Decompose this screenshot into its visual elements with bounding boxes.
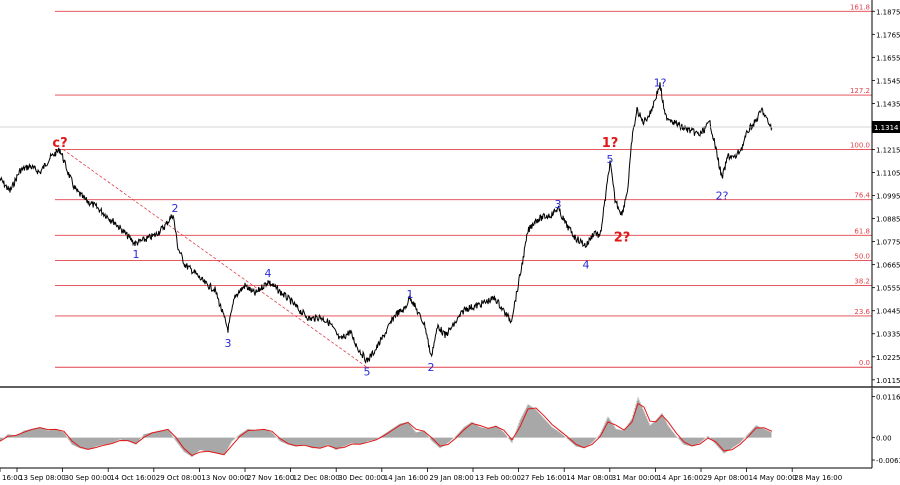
oscillator-tick-label: -0.00637 [876,457,900,465]
current-price-label: 1.1314 [874,124,899,132]
time-tick-label: 16:00 [2,474,22,482]
price-tick-label: 1.0885 [876,216,900,224]
wave-label: 3 [225,337,232,350]
time-tick-label: 29 Oct 08:00 [156,474,202,482]
wave-label: 1? [602,136,619,151]
wave-label: c? [52,136,67,151]
wave-label: 2? [614,230,631,245]
price-tick-label: 1.0995 [876,193,900,201]
price-axis: 1.1875 1.1765 1.1655 1.1545 1.1435 1.1215 1.11… [872,8,900,385]
wave-label: 5 [364,365,371,378]
wave-labels: c? 1 2 3 4 5 1 2 3 4 5 1? 2? 1? 2? [52,76,728,378]
time-tick-label: 14 Apr 16:00 [657,474,703,482]
fib-level-label: 38.2 [854,278,870,286]
price-tick-label: 1.1875 [876,8,900,16]
oscillator-panel [0,397,773,457]
price-tick-label: 1.1435 [876,100,900,108]
oscillator-tick-label: 0.00 [876,435,892,443]
fib-level-label: 161.8 [850,3,870,11]
time-tick-label: 13 Nov 00:00 [201,474,248,482]
time-tick-label: 27 Nov 16:00 [247,474,294,482]
fib-level-label: 0.0 [859,359,870,367]
trend-line [62,149,368,368]
price-tick-label: 1.1105 [876,170,900,178]
time-tick-label: 13 Feb 00:00 [475,474,521,482]
wave-label: 1 [133,248,140,261]
fib-level-label: 61.8 [854,227,870,235]
fib-level-label: 23.6 [854,308,870,316]
price-tick-label: 1.0665 [876,262,900,270]
time-tick-label: 14 May 00:00 [749,474,797,482]
price-tick-label: 1.1545 [876,77,900,85]
signal-line [0,402,773,456]
wave-label: 3 [555,198,562,211]
price-tick-label: 1.1215 [876,146,900,154]
fib-level-label: 127.2 [850,87,870,95]
fib-level-label: 100.0 [850,141,870,149]
time-tick-label: 14 Oct 16:00 [110,474,156,482]
fibonacci-levels: 161.8 127.2 100.0 76.4 61.8 50.0 38.2 23.6 0.0 [55,3,872,368]
time-tick-label: 14 Mar 08:00 [566,474,613,482]
price-tick-label: 1.0115 [876,377,900,385]
wave-label: 1 [407,288,414,301]
fib-level-label: 50.0 [854,252,870,260]
time-tick-label: 29 Apr 08:00 [703,474,749,482]
price-tick-label: 1.1765 [876,31,900,39]
time-tick-label: 27 Feb 16:00 [521,474,567,482]
price-series [0,82,773,365]
wave-label: 1? [654,76,667,89]
wave-label: 2 [172,202,179,215]
time-tick-label: 30 Dec 00:00 [338,474,385,482]
time-tick-label: 13 Sep 08:00 [19,474,66,482]
price-line [0,82,773,365]
time-tick-label: 28 May 16:00 [794,474,842,482]
price-tick-label: 1.0335 [876,331,900,339]
price-tick-label: 1.0775 [876,239,900,247]
time-tick-label: 29 Jan 08:00 [429,474,473,482]
price-tick-label: 1.0225 [876,354,900,362]
price-tick-label: 1.0445 [876,308,900,316]
price-tick-label: 1.0555 [876,285,900,293]
time-tick-label: 31 Mar 00:00 [612,474,659,482]
wave-label: 2 [428,361,435,374]
current-price-badge [872,121,900,133]
time-tick-label: 12 Dec 08:00 [293,474,340,482]
time-tick-label: 14 Jan 16:00 [384,474,428,482]
time-tick-label: 30 Sep 00:00 [65,474,112,482]
wave-label: 4 [265,267,272,280]
oscillator-tick-label: 0.01168 [876,394,900,402]
wave-label: 4 [583,259,590,272]
oscillator-axis: 0.01168 0.00 -0.00637 [872,394,900,465]
wave-label: 2? [716,190,729,203]
wave-label: 5 [607,153,614,166]
fib-level-label: 76.4 [854,192,870,200]
price-tick-label: 1.1655 [876,54,900,62]
